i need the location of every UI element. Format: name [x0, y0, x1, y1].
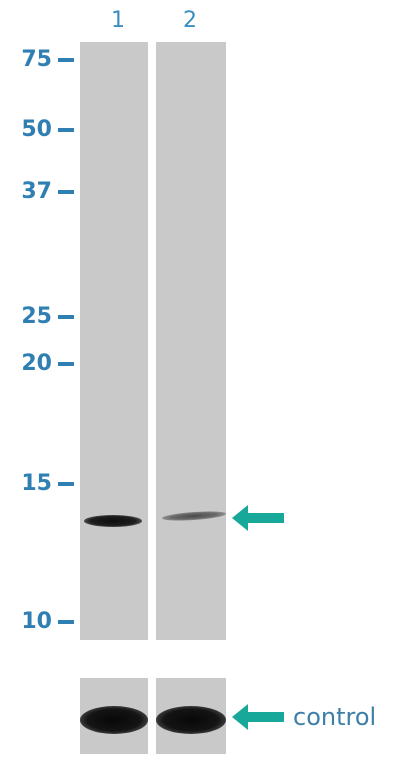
mw-label: 50 [21, 117, 52, 142]
protein-band-lane-1 [84, 515, 142, 527]
control-arrow-icon [232, 704, 284, 730]
mw-label: 25 [21, 304, 52, 329]
mw-tick [58, 482, 74, 486]
mw-marker-15: 15 [0, 472, 74, 496]
mw-marker-50: 50 [0, 118, 74, 142]
target-arrow-icon [232, 505, 284, 531]
mw-tick [58, 362, 74, 366]
mw-label: 75 [21, 47, 52, 72]
mw-tick [58, 190, 74, 194]
blot-lane-2 [156, 42, 227, 640]
control-label: control [293, 703, 377, 731]
mw-label: 20 [21, 351, 52, 376]
mw-tick [58, 128, 74, 132]
protein-band-lane-2 [161, 509, 227, 523]
mw-tick [58, 58, 74, 62]
mw-label: 15 [21, 471, 52, 496]
mw-marker-25: 25 [0, 305, 74, 329]
mw-tick [58, 315, 74, 319]
mw-marker-75: 75 [0, 48, 74, 72]
control-lane-1 [80, 678, 148, 754]
blot-lane-1 [80, 42, 148, 640]
mw-tick [58, 620, 74, 624]
control-band-lane-2 [156, 706, 226, 734]
lane-number-2: 2 [183, 8, 197, 33]
control-lane-2 [156, 678, 226, 754]
mw-label: 37 [21, 179, 52, 204]
mw-marker-10: 10 [0, 610, 74, 634]
mw-marker-37: 37 [0, 180, 74, 204]
control-band-lane-1 [80, 706, 148, 734]
mw-marker-20: 20 [0, 352, 74, 376]
mw-label: 10 [21, 609, 52, 634]
lane-number-1: 1 [111, 8, 125, 33]
